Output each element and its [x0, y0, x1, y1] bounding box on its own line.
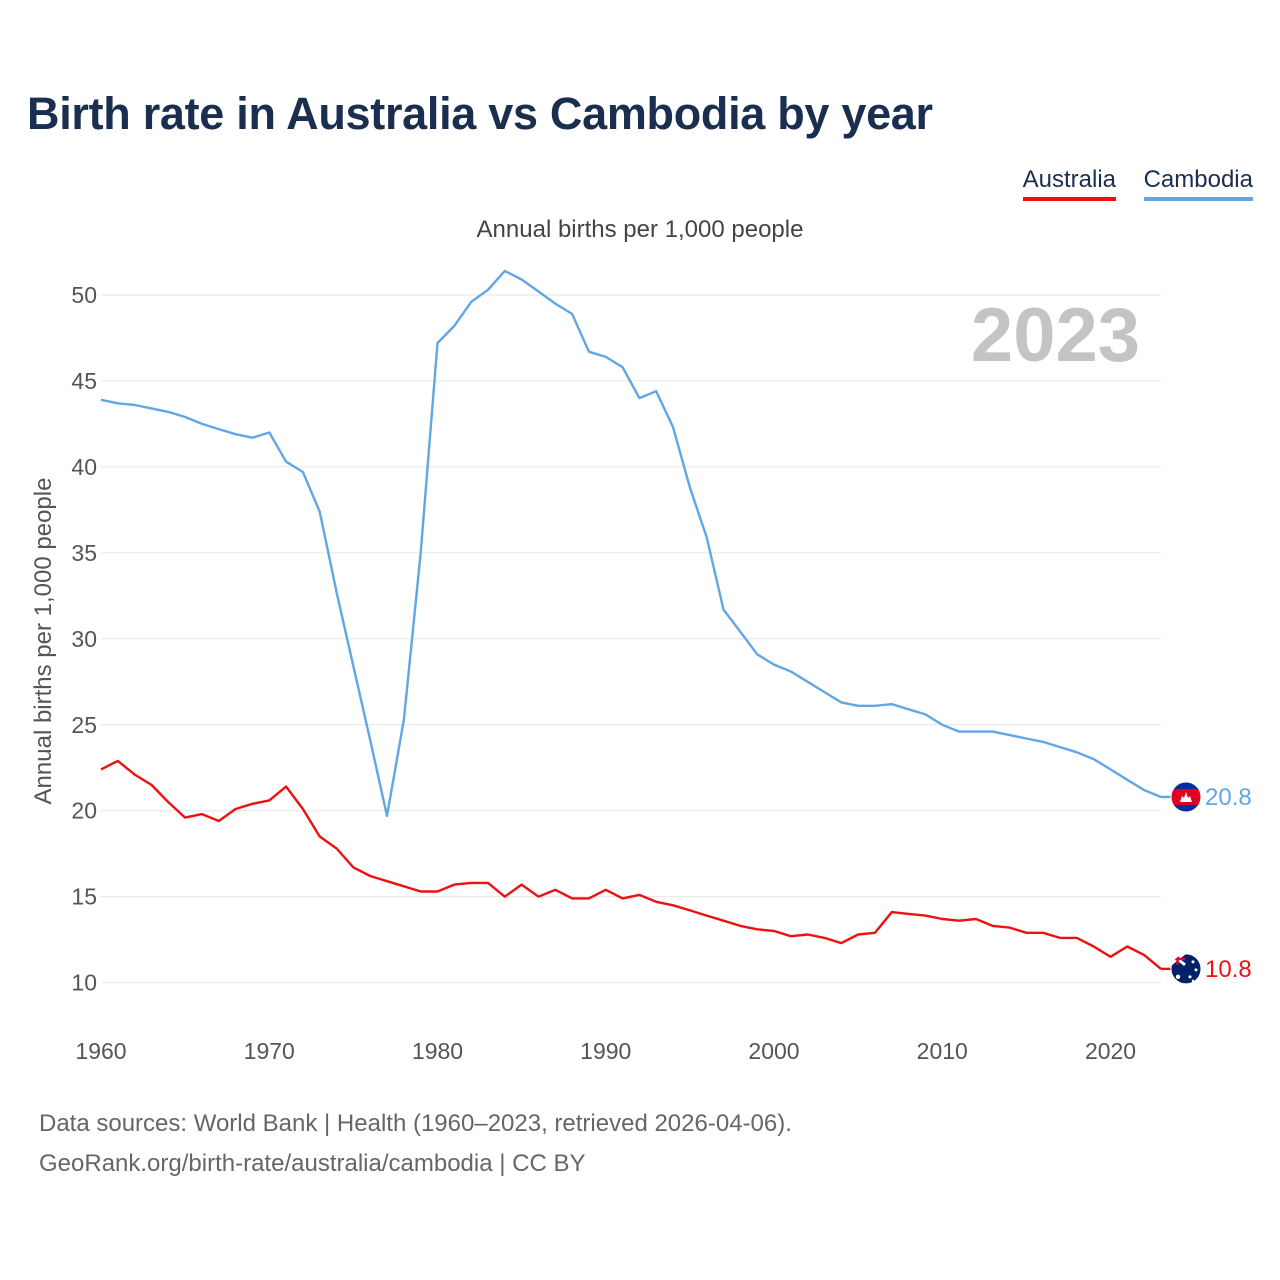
y-axis-ticks: 10 15 20 25 30 35 40 45 50 [71, 282, 97, 996]
grid-lines [101, 294, 1161, 984]
y-tick-label: 45 [71, 368, 97, 394]
x-tick-label: 2020 [1085, 1038, 1136, 1064]
x-tick-label: 1990 [580, 1038, 631, 1064]
y-tick-label: 25 [71, 712, 97, 738]
y-tick-label: 15 [71, 884, 97, 910]
footer: Data sources: World Bank | Health (1960–… [39, 1104, 792, 1184]
legend-label-australia: Australia [1022, 166, 1116, 193]
x-tick-label: 1980 [412, 1038, 463, 1064]
chart-title: Birth rate in Australia vs Cambodia by y… [27, 88, 933, 139]
x-tick-label: 1960 [75, 1038, 126, 1064]
y-tick-label: 30 [71, 626, 97, 652]
x-tick-label: 2000 [748, 1038, 799, 1064]
x-axis-ticks: 1960 1970 1980 1990 2000 2010 2020 [75, 1038, 1136, 1064]
source-link[interactable]: GeoRank.org/birth-rate/australia/cambodi… [39, 1150, 586, 1177]
legend-label-cambodia: Cambodia [1143, 166, 1253, 193]
series-line-australia [100, 759, 1162, 970]
flag-cambodia-icon [1170, 781, 1202, 813]
y-tick-label: 40 [71, 454, 97, 480]
y-tick-label: 20 [71, 798, 97, 824]
chart-subtitle: Annual births per 1,000 people [476, 216, 804, 243]
legend-item-cambodia[interactable]: Cambodia [1143, 166, 1253, 201]
series-line-cambodia [100, 269, 1162, 818]
x-tick-label: 1970 [244, 1038, 295, 1064]
source-note: Data sources: World Bank | Health (1960–… [39, 1110, 792, 1137]
legend-swatch-cambodia [1143, 197, 1253, 201]
y-axis-label: Annual births per 1,000 people [30, 478, 57, 805]
end-value-label-australia: 10.8 [1205, 956, 1252, 983]
series-lines [100, 269, 1162, 970]
y-tick-label: 35 [71, 540, 97, 566]
x-tick-label: 2010 [917, 1038, 968, 1064]
legend-item-australia[interactable]: Australia [1022, 166, 1116, 201]
legend-swatch-australia [1022, 197, 1116, 201]
y-tick-label: 10 [71, 970, 97, 996]
year-label: 2023 [971, 293, 1140, 378]
flag-australia-icon [1170, 953, 1202, 985]
end-markers: 20.8 10.8 [1161, 781, 1252, 985]
end-value-label-cambodia: 20.8 [1205, 784, 1252, 811]
y-tick-label: 50 [71, 282, 97, 308]
